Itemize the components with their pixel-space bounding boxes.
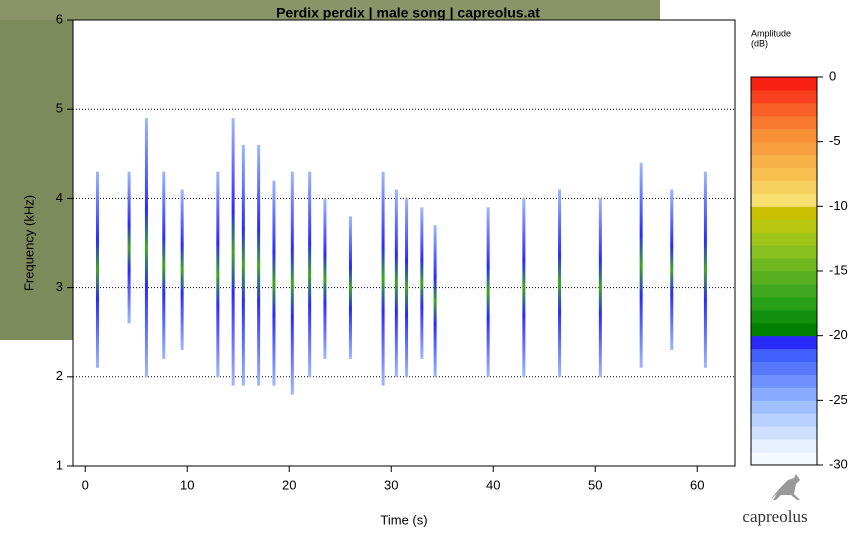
colorbar-band bbox=[751, 141, 817, 156]
syllable bbox=[241, 144, 245, 386]
syllable bbox=[323, 198, 327, 359]
x-tick-label: 10 bbox=[180, 477, 194, 492]
syllable bbox=[598, 198, 602, 377]
colorbar-band bbox=[751, 206, 817, 220]
syllable bbox=[290, 171, 294, 395]
colorbar-tick-label: 0 bbox=[829, 68, 836, 83]
colorbar-unit: (dB) bbox=[751, 38, 768, 48]
syllable bbox=[522, 198, 526, 377]
syllable bbox=[420, 207, 424, 359]
syllable bbox=[231, 118, 235, 386]
colorbar-band bbox=[751, 335, 817, 350]
background-photo bbox=[0, 0, 73, 340]
colorbar-band bbox=[751, 374, 817, 388]
colorbar-band bbox=[751, 439, 817, 453]
colorbar-band bbox=[751, 102, 817, 117]
syllable bbox=[486, 207, 490, 377]
x-axis-label: Time (s) bbox=[380, 512, 427, 527]
syllable bbox=[348, 216, 352, 359]
syllable bbox=[257, 144, 261, 386]
x-tick-label: 30 bbox=[384, 477, 398, 492]
colorbar-band bbox=[751, 180, 817, 194]
y-tick-label: 1 bbox=[56, 457, 63, 472]
colorbar-band bbox=[751, 258, 817, 272]
colorbar-band bbox=[751, 452, 817, 466]
y-tick-label: 2 bbox=[56, 368, 63, 383]
y-tick-label: 4 bbox=[56, 190, 63, 205]
syllable bbox=[162, 171, 166, 359]
x-tick-label: 50 bbox=[588, 477, 602, 492]
colorbar-band bbox=[751, 89, 817, 104]
colorbar-tick-label: -5 bbox=[829, 133, 841, 148]
chart-title: Perdix perdix | male song | capreolus.at bbox=[276, 5, 540, 21]
colorbar-band bbox=[751, 193, 817, 207]
syllable bbox=[394, 189, 398, 377]
x-tick-label: 60 bbox=[690, 477, 704, 492]
x-tick-label: 0 bbox=[82, 477, 89, 492]
y-tick-label: 5 bbox=[56, 101, 63, 116]
syllable bbox=[95, 171, 99, 368]
colorbar-tick-label: -25 bbox=[829, 392, 848, 407]
syllable bbox=[272, 180, 276, 386]
colorbar-band bbox=[751, 400, 817, 414]
colorbar-band bbox=[751, 245, 817, 259]
syllable bbox=[703, 171, 707, 368]
colorbar-band bbox=[751, 154, 817, 169]
syllable bbox=[180, 189, 184, 351]
syllable bbox=[558, 189, 562, 377]
syllable bbox=[381, 171, 385, 386]
colorbar-band bbox=[751, 219, 817, 233]
colorbar-band bbox=[751, 167, 817, 181]
logo-icon bbox=[770, 474, 800, 500]
syllable bbox=[144, 118, 148, 377]
syllable bbox=[405, 198, 409, 377]
colorbar-band bbox=[751, 322, 817, 337]
x-tick-label: 40 bbox=[486, 477, 500, 492]
x-tick-label: 20 bbox=[282, 477, 296, 492]
syllable bbox=[639, 162, 643, 368]
colorbar-band bbox=[751, 77, 817, 91]
y-axis-label: Frequency (kHz) bbox=[21, 195, 36, 291]
y-tick-label: 6 bbox=[56, 11, 63, 26]
logo: capreolus bbox=[742, 507, 807, 526]
colorbar-tick-label: -30 bbox=[829, 456, 848, 471]
colorbar-band bbox=[751, 115, 817, 130]
colorbar-band bbox=[751, 426, 817, 440]
syllable bbox=[433, 225, 437, 377]
colorbar-tick-label: -10 bbox=[829, 198, 848, 213]
colorbar-title: Amplitude bbox=[751, 28, 791, 38]
colorbar-band bbox=[751, 283, 817, 298]
syllable bbox=[127, 171, 131, 324]
colorbar-tick-label: -20 bbox=[829, 327, 848, 342]
colorbar-band bbox=[751, 128, 817, 143]
colorbar-band bbox=[751, 296, 817, 311]
background-photo bbox=[0, 0, 660, 20]
syllable bbox=[308, 171, 312, 377]
syllable bbox=[216, 171, 220, 377]
colorbar-band bbox=[751, 232, 817, 246]
colorbar-band bbox=[751, 348, 817, 363]
colorbar-band bbox=[751, 309, 817, 324]
plot-frame bbox=[72, 19, 736, 467]
colorbar-band bbox=[751, 387, 817, 401]
colorbar-tick-label: -15 bbox=[829, 262, 848, 277]
colorbar-band bbox=[751, 361, 817, 375]
colorbar-band bbox=[751, 271, 817, 285]
colorbar-band bbox=[751, 413, 817, 427]
syllable bbox=[670, 189, 674, 351]
y-tick-label: 3 bbox=[56, 279, 63, 294]
